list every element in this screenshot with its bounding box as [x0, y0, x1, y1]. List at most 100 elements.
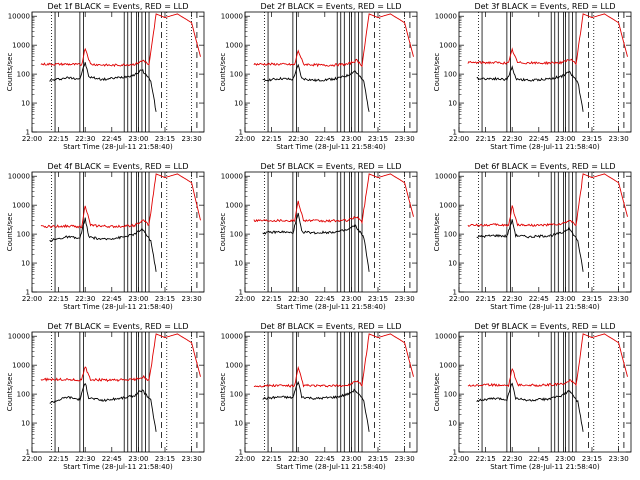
y-tick-label: 100: [17, 71, 30, 79]
x-axis-label: Start Time (28-Jul-11 21:58:40): [63, 303, 173, 311]
x-tick-label: 23:15: [582, 455, 602, 463]
lld-series-line: [40, 173, 201, 229]
chart-title: Det 1f BLACK = Events, RED = LLD: [47, 2, 188, 11]
events-series-line: [262, 212, 370, 272]
y-tick-label: 100: [230, 71, 243, 79]
x-tick-label: 22:30: [75, 135, 95, 143]
plot-frame: [244, 171, 418, 293]
y-tick-label: 10: [448, 260, 457, 268]
x-tick-label: 22:15: [476, 455, 496, 463]
y-axis-label: Counts/sec: [6, 213, 14, 252]
y-tick-label: 10: [21, 260, 30, 268]
plot-frame: [244, 331, 418, 453]
y-tick-label: 1000: [225, 42, 243, 50]
chart-title: Det 2f BLACK = Events, RED = LLD: [260, 2, 401, 11]
x-tick-label: 23:30: [608, 455, 628, 463]
plot-frame: [458, 171, 632, 293]
x-axis-label: Start Time (28-Jul-11 21:58:40): [490, 143, 600, 151]
x-tick-label: 22:00: [449, 455, 469, 463]
x-tick-label: 23:15: [155, 295, 175, 303]
lld-series-line: [467, 173, 628, 228]
events-series-line: [262, 380, 370, 432]
y-axis-label: Counts/sec: [433, 53, 441, 92]
x-tick-label: 22:30: [502, 295, 522, 303]
chart-2: Det 2f BLACK = Events, RED = LLD 1 10 100 10…: [219, 2, 418, 151]
plot-frame: [458, 11, 632, 133]
plot-frame: [31, 331, 205, 453]
x-tick-label: 23:15: [155, 455, 175, 463]
y-tick-label: 10000: [8, 333, 30, 341]
x-tick-label: 22:30: [288, 295, 308, 303]
x-tick-label: 23:00: [341, 455, 361, 463]
x-axis-label: Start Time (28-Jul-11 21:58:40): [490, 463, 600, 471]
x-tick-label: 22:45: [102, 455, 122, 463]
y-tick-label: 10000: [221, 333, 243, 341]
chart-6: Det 6f BLACK = Events, RED = LLD 1 10 100 10…: [433, 162, 632, 311]
x-tick-label: 22:00: [22, 455, 42, 463]
chart-7: Det 7f BLACK = Events, RED = LLD 1 10 100 10…: [6, 322, 205, 471]
x-tick-label: 23:00: [341, 295, 361, 303]
events-series-line: [262, 63, 370, 112]
x-tick-label: 22:15: [262, 295, 282, 303]
y-tick-label: 10: [448, 100, 457, 108]
y-tick-label: 100: [230, 231, 243, 239]
x-tick-label: 23:00: [555, 135, 575, 143]
y-tick-label: 1000: [225, 362, 243, 370]
x-tick-label: 22:45: [315, 295, 335, 303]
x-tick-label: 22:15: [49, 295, 69, 303]
chart-title: Det 7f BLACK = Events, RED = LLD: [47, 322, 188, 331]
y-tick-label: 10: [448, 420, 457, 428]
chart-title: Det 5f BLACK = Events, RED = LLD: [260, 162, 401, 171]
chart-9: Det 9f BLACK = Events, RED = LLD 1 10 100 10…: [433, 322, 632, 471]
x-tick-label: 22:15: [262, 455, 282, 463]
y-axis-label: Counts/sec: [6, 53, 14, 92]
y-tick-label: 10000: [435, 333, 457, 341]
x-tick-label: 22:45: [102, 135, 122, 143]
x-tick-label: 22:45: [315, 135, 335, 143]
x-axis-label: Start Time (28-Jul-11 21:58:40): [63, 463, 173, 471]
lld-series-line: [253, 13, 414, 68]
x-tick-label: 22:15: [262, 135, 282, 143]
x-tick-label: 22:00: [22, 295, 42, 303]
y-tick-label: 10: [21, 100, 30, 108]
y-tick-label: 1: [26, 129, 30, 137]
plot-frame: [31, 171, 205, 293]
x-tick-label: 22:30: [502, 455, 522, 463]
x-tick-label: 22:30: [502, 135, 522, 143]
y-tick-label: 1: [239, 129, 243, 137]
y-tick-label: 10000: [8, 173, 30, 181]
y-axis-label: Counts/sec: [219, 373, 227, 412]
lld-series-line: [253, 333, 414, 388]
x-tick-label: 23:30: [181, 135, 201, 143]
x-tick-label: 22:45: [529, 295, 549, 303]
events-series-line: [49, 217, 157, 272]
x-tick-label: 22:00: [235, 455, 255, 463]
x-tick-label: 23:30: [394, 135, 414, 143]
chart-title: Det 3f BLACK = Events, RED = LLD: [474, 2, 615, 11]
x-tick-label: 22:30: [288, 455, 308, 463]
y-tick-label: 100: [230, 391, 243, 399]
lld-series-line: [467, 13, 628, 66]
x-tick-label: 23:00: [128, 135, 148, 143]
y-tick-label: 1: [26, 289, 30, 297]
x-tick-label: 22:45: [102, 295, 122, 303]
y-axis-label: Counts/sec: [219, 213, 227, 252]
x-tick-label: 22:30: [75, 455, 95, 463]
x-tick-label: 23:15: [368, 455, 388, 463]
lld-series-line: [40, 333, 201, 383]
y-tick-label: 10000: [221, 13, 243, 21]
x-tick-label: 22:45: [529, 455, 549, 463]
y-tick-label: 10: [234, 420, 243, 428]
y-axis-label: Counts/sec: [433, 213, 441, 252]
x-tick-label: 22:45: [315, 455, 335, 463]
x-axis-label: Start Time (28-Jul-11 21:58:40): [490, 303, 600, 311]
x-tick-label: 22:15: [476, 295, 496, 303]
x-tick-label: 22:00: [235, 295, 255, 303]
y-tick-label: 100: [17, 231, 30, 239]
x-tick-label: 23:15: [368, 135, 388, 143]
y-tick-label: 1000: [12, 42, 30, 50]
x-tick-label: 23:00: [555, 455, 575, 463]
x-tick-label: 23:15: [155, 135, 175, 143]
x-tick-label: 23:00: [128, 455, 148, 463]
x-tick-label: 23:30: [394, 455, 414, 463]
